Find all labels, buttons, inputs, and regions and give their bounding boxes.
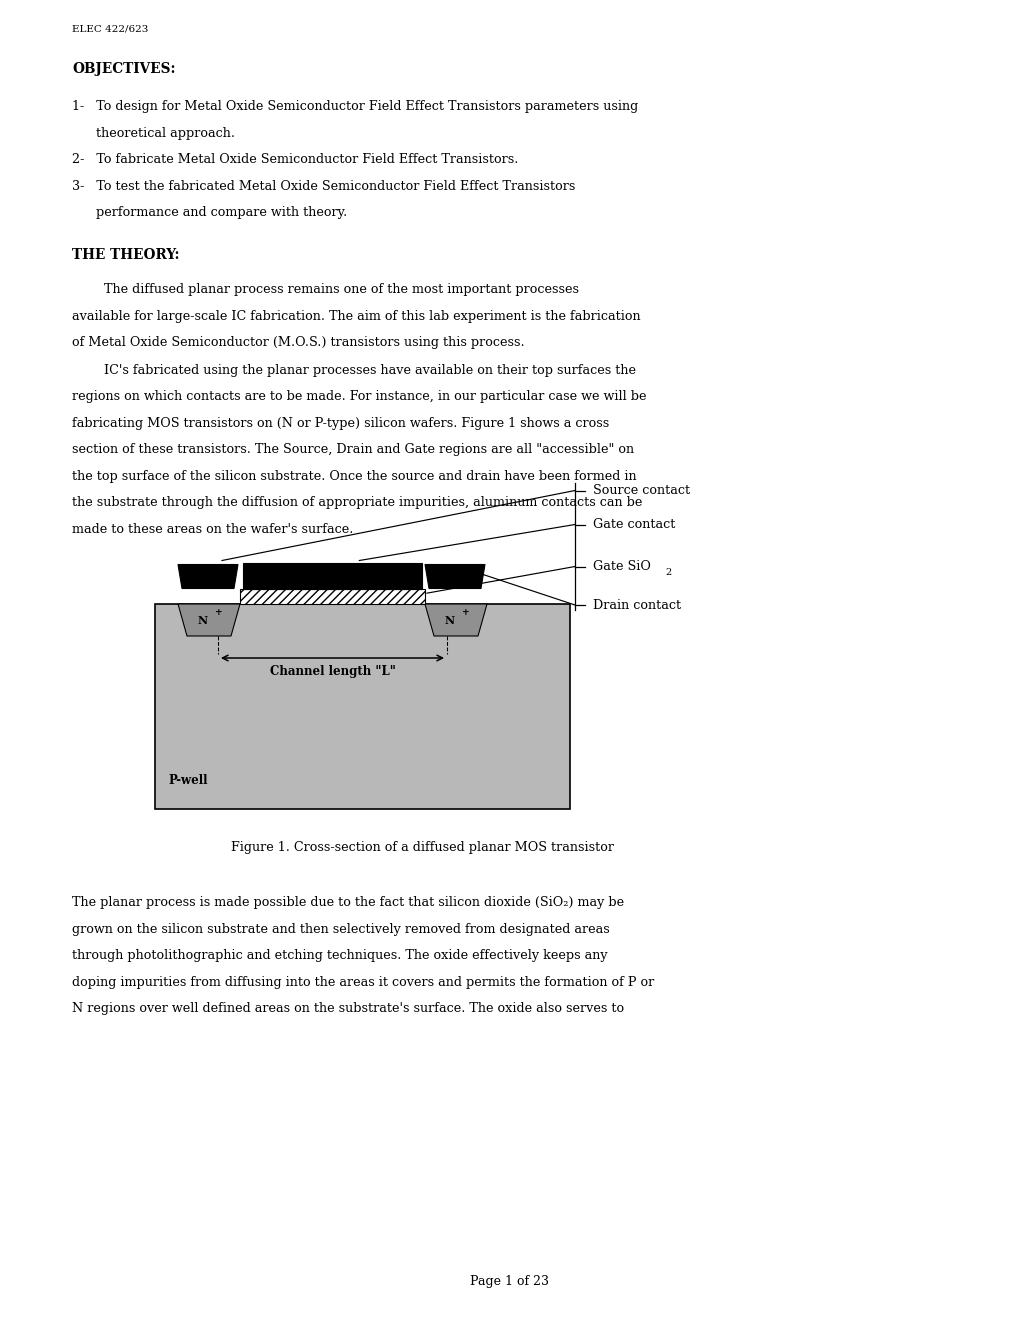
Text: performance and compare with theory.: performance and compare with theory. bbox=[72, 206, 346, 219]
Text: +: + bbox=[215, 607, 222, 616]
Text: Gate contact: Gate contact bbox=[592, 517, 675, 531]
Text: the substrate through the diffusion of appropriate impurities, aluminum contacts: the substrate through the diffusion of a… bbox=[72, 496, 642, 510]
Text: 2-   To fabricate Metal Oxide Semiconductor Field Effect Transistors.: 2- To fabricate Metal Oxide Semiconducto… bbox=[72, 153, 518, 166]
Text: Gate SiO: Gate SiO bbox=[592, 560, 650, 573]
Text: P-well: P-well bbox=[168, 774, 207, 787]
Polygon shape bbox=[425, 565, 484, 589]
Polygon shape bbox=[178, 565, 237, 589]
Text: The planar process is made possible due to the fact that silicon dioxide (SiO₂) : The planar process is made possible due … bbox=[72, 896, 624, 909]
Text: regions on which contacts are to be made. For instance, in our particular case w: regions on which contacts are to be made… bbox=[72, 389, 646, 403]
Text: the top surface of the silicon substrate. Once the source and drain have been fo: the top surface of the silicon substrate… bbox=[72, 470, 636, 483]
Text: The diffused planar process remains one of the most important processes: The diffused planar process remains one … bbox=[72, 282, 579, 296]
Text: Figure 1. Cross-section of a diffused planar MOS transistor: Figure 1. Cross-section of a diffused pl… bbox=[230, 841, 613, 854]
Text: made to these areas on the wafer's surface.: made to these areas on the wafer's surfa… bbox=[72, 523, 353, 536]
Text: doping impurities from diffusing into the areas it covers and permits the format: doping impurities from diffusing into th… bbox=[72, 975, 653, 989]
Text: OBJECTIVES:: OBJECTIVES: bbox=[72, 62, 175, 77]
Text: N: N bbox=[198, 615, 208, 626]
Text: grown on the silicon substrate and then selectively removed from designated area: grown on the silicon substrate and then … bbox=[72, 923, 609, 936]
Text: Page 1 of 23: Page 1 of 23 bbox=[470, 1275, 549, 1288]
Bar bbox=[243, 562, 422, 589]
Text: through photolithographic and etching techniques. The oxide effectively keeps an: through photolithographic and etching te… bbox=[72, 949, 607, 962]
Text: Source contact: Source contact bbox=[592, 484, 690, 498]
Bar bbox=[239, 589, 425, 605]
Text: IC's fabricated using the planar processes have available on their top surfaces : IC's fabricated using the planar process… bbox=[72, 363, 636, 376]
Text: 2: 2 bbox=[664, 568, 671, 577]
Text: 1-   To design for Metal Oxide Semiconductor Field Effect Transistors parameters: 1- To design for Metal Oxide Semiconduct… bbox=[72, 100, 638, 114]
Text: available for large-scale IC fabrication. The aim of this lab experiment is the : available for large-scale IC fabrication… bbox=[72, 309, 640, 322]
Bar bbox=[155, 605, 570, 809]
Text: theoretical approach.: theoretical approach. bbox=[72, 127, 234, 140]
Text: +: + bbox=[462, 607, 470, 616]
Text: section of these transistors. The Source, Drain and Gate regions are all "access: section of these transistors. The Source… bbox=[72, 444, 634, 455]
Text: fabricating MOS transistors on (N or P-type) silicon wafers. Figure 1 shows a cr: fabricating MOS transistors on (N or P-t… bbox=[72, 417, 608, 429]
Text: 3-   To test the fabricated Metal Oxide Semiconductor Field Effect Transistors: 3- To test the fabricated Metal Oxide Se… bbox=[72, 180, 575, 193]
Polygon shape bbox=[425, 605, 486, 636]
Text: Channel length "L": Channel length "L" bbox=[269, 665, 395, 678]
Text: N: N bbox=[444, 615, 454, 626]
Text: Drain contact: Drain contact bbox=[592, 598, 681, 611]
Text: of Metal Oxide Semiconductor (M.O.S.) transistors using this process.: of Metal Oxide Semiconductor (M.O.S.) tr… bbox=[72, 337, 524, 348]
Polygon shape bbox=[178, 605, 239, 636]
Text: N regions over well defined areas on the substrate's surface. The oxide also ser: N regions over well defined areas on the… bbox=[72, 1002, 624, 1015]
Text: THE THEORY:: THE THEORY: bbox=[72, 248, 179, 261]
Text: ELEC 422/623: ELEC 422/623 bbox=[72, 25, 148, 34]
